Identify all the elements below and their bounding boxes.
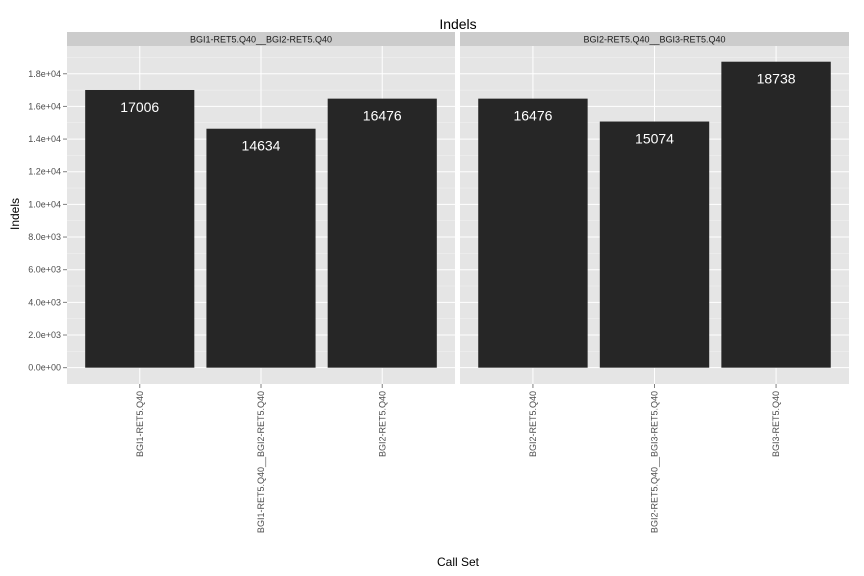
y-tick-label: 1.8e+04 (28, 69, 61, 79)
facet-strip-label: BGI1-RET5.Q40__BGI2-RET5.Q40 (190, 35, 332, 45)
y-tick-label: 0.0e+00 (28, 363, 61, 373)
chart-title: Indels (439, 16, 476, 32)
y-tick-label: 1.6e+04 (28, 101, 61, 111)
bar-value-label: 16476 (513, 108, 552, 124)
bar-value-label: 16476 (363, 108, 402, 124)
bar-value-label: 17006 (120, 99, 159, 115)
x-tick-label: BGI2-RET5.Q40 (377, 391, 387, 457)
facet-strip-label: BGI2-RET5.Q40__BGI3-RET5.Q40 (583, 35, 725, 45)
bar (327, 98, 437, 368)
x-tick-label: BGI2-RET5.Q40__BGI3-RET5.Q40 (650, 391, 660, 533)
y-tick-label: 1.4e+04 (28, 134, 61, 144)
facet-panel: BGI2-RET5.Q40__BGI3-RET5.Q40 16476 BGI2-RE… (460, 32, 849, 533)
y-tick-label: 8.0e+03 (28, 232, 61, 242)
facet-panel: BGI1-RET5.Q40__BGI2-RET5.Q40 17006 BGI1-RE… (67, 32, 455, 533)
facet-panels: BGI1-RET5.Q40__BGI2-RET5.Q40 17006 BGI1-RE… (67, 32, 849, 533)
y-tick-label: 1.0e+04 (28, 199, 61, 209)
facet-strip (67, 32, 455, 46)
bar (721, 61, 831, 368)
bar-value-label: 14634 (242, 138, 281, 154)
facet-strip (460, 32, 849, 46)
x-tick-label: BGI1-RET5.Q40__BGI2-RET5.Q40 (256, 391, 266, 533)
bar (478, 98, 588, 368)
bar-value-label: 15074 (635, 131, 674, 147)
y-tick-label: 1.2e+04 (28, 167, 61, 177)
y-axis-title: Indels (8, 198, 22, 230)
y-axis: 0.0e+00 2.0e+03 4.0e+03 6.0e+03 8.0e+03 1.0e+… (28, 69, 67, 373)
y-tick-label: 2.0e+03 (28, 330, 61, 340)
x-tick-label: BGI1-RET5.Q40 (135, 391, 145, 457)
bar (599, 121, 710, 368)
x-axis-title: Call Set (437, 555, 480, 569)
y-tick-label: 6.0e+03 (28, 265, 61, 275)
x-tick-label: BGI2-RET5.Q40 (528, 391, 538, 457)
bar-value-label: 18738 (757, 71, 796, 87)
y-tick-label: 4.0e+03 (28, 297, 61, 307)
x-tick-label: BGI3-RET5.Q40 (771, 391, 781, 457)
bar (206, 128, 316, 368)
bar (85, 89, 195, 368)
